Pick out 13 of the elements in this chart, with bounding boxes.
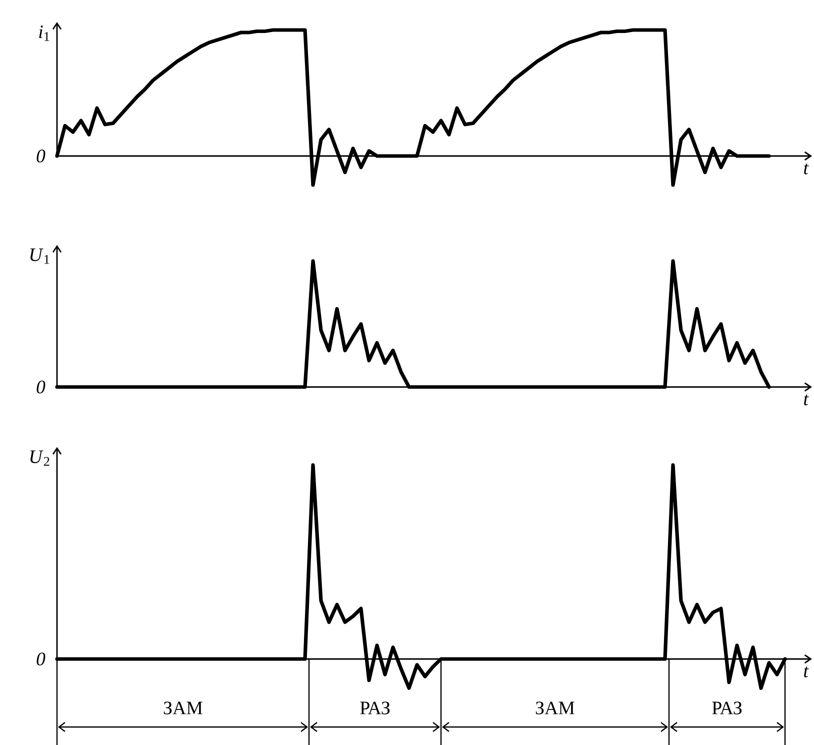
y-axis-title: i$_{1}$ — [39, 26, 50, 41]
text: ЗАМ — [164, 702, 202, 714]
text: РАЗ — [360, 702, 390, 714]
x-axis-title: t — [804, 666, 809, 678]
text: 0 — [36, 150, 46, 162]
text: 0 — [36, 380, 46, 394]
x-axis-title: t — [804, 164, 809, 174]
text: 0 — [36, 652, 46, 666]
y-axis-title: U$_{2}$ — [30, 450, 50, 466]
text: РАЗ — [712, 702, 742, 714]
x-axis-title: t — [804, 394, 809, 406]
text: ЗАМ — [536, 702, 574, 714]
y-axis-title: U$_{1}$ — [30, 248, 50, 264]
